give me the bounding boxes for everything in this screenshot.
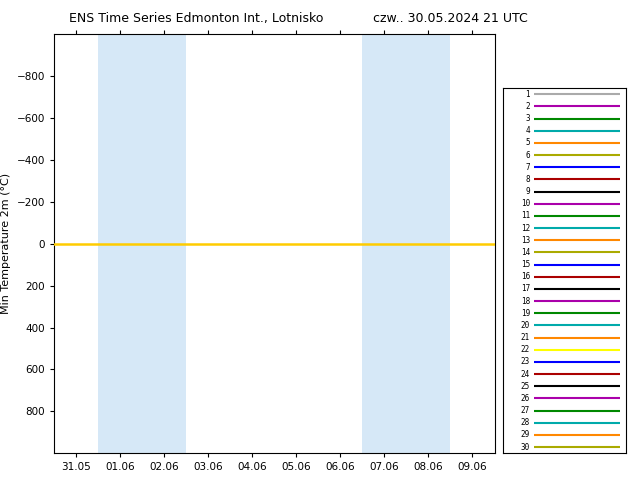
Text: 30: 30 [521,442,530,452]
Text: 16: 16 [521,272,530,281]
Text: 5: 5 [526,139,530,147]
Bar [98,34,186,453]
Text: 8: 8 [526,175,530,184]
Text: 1: 1 [526,90,530,99]
Text: 9: 9 [526,187,530,196]
Bar [362,34,450,453]
Text: 20: 20 [521,321,530,330]
Text: 7: 7 [526,163,530,172]
Text: 19: 19 [521,309,530,318]
Text: 3: 3 [526,114,530,123]
Text: 21: 21 [521,333,530,342]
Text: 2: 2 [526,102,530,111]
Text: 10: 10 [521,199,530,208]
Text: ENS Time Series Edmonton Int., Lotnisko: ENS Time Series Edmonton Int., Lotnisko [69,12,324,25]
Text: 13: 13 [521,236,530,245]
Text: 11: 11 [521,212,530,220]
Text: 26: 26 [521,394,530,403]
Text: 4: 4 [526,126,530,135]
Text: 23: 23 [521,358,530,367]
Text: 28: 28 [521,418,530,427]
Text: czw.. 30.05.2024 21 UTC: czw.. 30.05.2024 21 UTC [373,12,527,25]
Text: 27: 27 [521,406,530,415]
Text: 6: 6 [526,150,530,160]
Text: 15: 15 [521,260,530,269]
Text: 18: 18 [521,296,530,306]
Text: 12: 12 [521,223,530,233]
Text: 29: 29 [521,431,530,440]
Text: 24: 24 [521,369,530,379]
Text: 14: 14 [521,248,530,257]
Text: 22: 22 [521,345,530,354]
Text: 25: 25 [521,382,530,391]
Y-axis label: Min Temperature 2m (°C): Min Temperature 2m (°C) [1,173,11,315]
Text: 17: 17 [521,285,530,294]
